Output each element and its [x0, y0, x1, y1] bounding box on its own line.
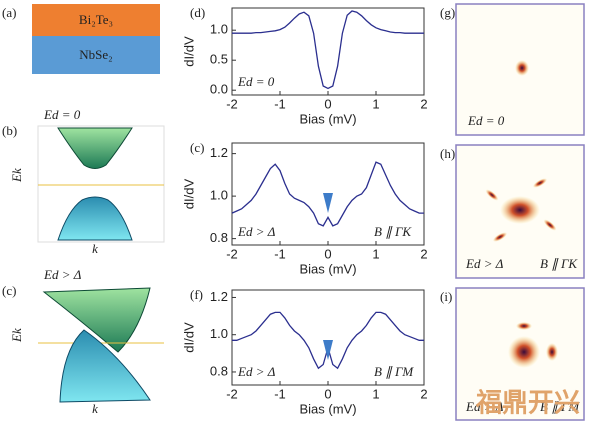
marker-triangle	[323, 193, 333, 213]
annotation: Ed > Δ	[465, 256, 504, 271]
layer-label: Bi₂Te₃	[79, 12, 113, 27]
y-tick-label: 1.0	[210, 188, 228, 203]
panel-label: (c)	[2, 283, 16, 298]
y-axis-label: dI/dV	[181, 178, 196, 209]
x-tick-label: -2	[226, 246, 238, 261]
x-axis-label: Bias (mV)	[299, 111, 356, 126]
y-tick-label: 0.0	[210, 82, 228, 97]
charts: -2 -1 0 1 2 0.0 0.5 1.0 Bias (mV) dI/dV (d) Ed = 0 -…	[181, 5, 427, 416]
panel-label: (h)	[440, 146, 455, 161]
panel-label: (g)	[440, 5, 455, 20]
curve	[231, 161, 424, 227]
spot	[492, 232, 508, 242]
x-tick-label: -1	[274, 386, 286, 401]
frame	[37, 125, 165, 243]
y-tick-label: 1.0	[210, 326, 228, 341]
axis-label: k	[92, 401, 98, 416]
band	[57, 196, 133, 241]
annotation: Ed > Δ	[237, 364, 276, 379]
y-tick-label: 1.2	[210, 289, 228, 304]
x-tick-label: 1	[372, 386, 379, 401]
y-axis-label: dI/dV	[181, 36, 196, 67]
panel-label: (b)	[2, 123, 17, 138]
x-tick-label: -2	[226, 96, 238, 111]
annotation: Ed = 0	[467, 113, 505, 128]
x-tick-label: 0	[324, 96, 331, 111]
spot	[546, 343, 558, 361]
panel-label: (c)	[190, 140, 204, 155]
panel-label: (d)	[190, 5, 205, 20]
panel-label: (f)	[190, 287, 203, 302]
spot	[485, 189, 499, 201]
panel-label: (a)	[2, 5, 16, 20]
spot	[532, 178, 548, 188]
y-axis-label: dI/dV	[181, 322, 196, 353]
y-tick-label: 1.0	[210, 22, 228, 37]
spot	[515, 60, 529, 76]
x-tick-label: 2	[420, 96, 427, 111]
annotation: B ∥ ΓK	[540, 256, 578, 271]
x-tick-label: 2	[420, 246, 427, 261]
layer	[32, 4, 160, 36]
x-tick-label: -2	[226, 386, 238, 401]
curve	[232, 10, 424, 90]
band	[42, 287, 151, 353]
annotation: B ∥ ΓM	[540, 399, 580, 414]
axis-label: Ek	[9, 328, 24, 343]
y-tick-label: 0.8	[210, 363, 228, 378]
spot	[500, 196, 540, 224]
x-tick-label: 0	[324, 386, 331, 401]
annotation: B ∥ ΓK	[374, 224, 412, 239]
y-tick-label: 0.8	[210, 230, 228, 245]
spot	[543, 219, 557, 231]
spot	[508, 336, 540, 368]
x-tick-label: 1	[372, 96, 379, 111]
spot	[516, 322, 532, 330]
panel-title: Ed > Δ	[43, 267, 82, 282]
watermark: 福鼎开兴	[475, 389, 580, 419]
annotation: Ed > Δ	[465, 399, 504, 414]
map-panels: (g) Ed = 0 (h) Ed > Δ B ∥ ΓK (i) Ed > Δ …	[440, 3, 585, 421]
panel-title: Ed = 0	[43, 107, 81, 122]
axis-label: Ek	[9, 168, 24, 183]
x-tick-label: 2	[420, 386, 427, 401]
band	[57, 127, 133, 169]
y-tick-label: 1.2	[210, 145, 228, 160]
x-tick-label: -1	[274, 246, 286, 261]
x-tick-label: 0	[324, 246, 331, 261]
panel-label: (i)	[440, 289, 452, 304]
band	[59, 329, 151, 403]
y-tick-label: 0.5	[210, 52, 228, 67]
x-axis-label: Bias (mV)	[299, 401, 356, 416]
x-axis-label: Bias (mV)	[299, 261, 356, 276]
annotation: B ∥ ΓM	[374, 364, 414, 379]
x-tick-label: -1	[274, 96, 286, 111]
layer-label: NbSe₂	[79, 47, 112, 62]
x-tick-label: 1	[372, 246, 379, 261]
layer	[32, 36, 160, 74]
marker-triangle	[323, 340, 333, 360]
axis-label: k	[92, 241, 98, 256]
annotation: Ed > Δ	[237, 224, 276, 239]
annotation: Ed = 0	[237, 74, 275, 89]
